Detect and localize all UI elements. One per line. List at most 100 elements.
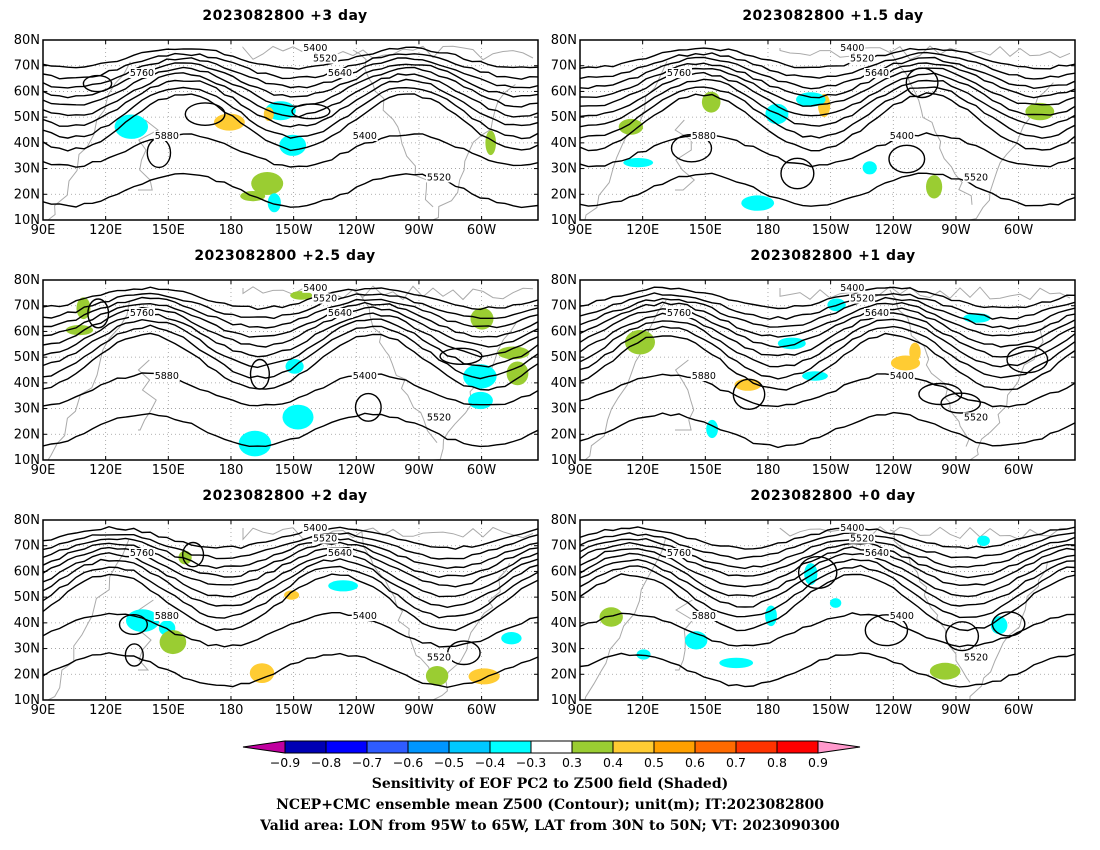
contour-label: 5520 [850, 534, 874, 545]
contour-label: 5400 [840, 283, 864, 294]
lon-tick-label: 90W [941, 223, 971, 238]
lat-tick-label: 30N [14, 162, 40, 177]
lat-tick-label: 10N [14, 453, 40, 468]
contour-label: 5520 [313, 54, 337, 65]
lon-tick-label: 120E [626, 223, 659, 238]
contour-label: 5400 [890, 371, 914, 382]
lat-tick-label: 60N [14, 564, 40, 579]
lat-tick-label: 10N [14, 213, 40, 228]
lon-tick-label: 90W [941, 703, 971, 718]
lat-tick-label: 40N [551, 616, 577, 631]
lat-tick-label: 40N [14, 136, 40, 151]
z500-contours [580, 526, 1075, 688]
lat-tick-label: 20N [551, 667, 577, 682]
colorbar-swatch [530, 740, 573, 754]
lon-tick-label: 90E [31, 223, 56, 238]
contour-label: 5760 [130, 548, 154, 559]
lat-tick-label: 70N [551, 59, 577, 74]
contour-label: 5400 [353, 131, 377, 142]
z500-contours [43, 286, 538, 448]
contour-label: 5400 [353, 371, 377, 382]
contour-label: 5400 [303, 43, 327, 54]
map-frame [579, 519, 1076, 701]
grid [43, 520, 538, 700]
colorbar-swatch [489, 740, 532, 754]
lat-tick-label: 20N [14, 427, 40, 442]
contour-label: 5520 [427, 172, 451, 183]
colorbar-label: 0.4 [603, 755, 623, 770]
lat-tick-label: 60N [551, 84, 577, 99]
lon-tick-label: 150W [812, 223, 850, 238]
lon-tick-label: 120E [89, 463, 122, 478]
lon-tick-label: 90W [404, 223, 434, 238]
panel-title: 2023082800 +2 day [202, 488, 368, 504]
contour-label: 5760 [130, 308, 154, 319]
lat-tick-label: 70N [14, 299, 40, 314]
colorbar-label: 0.3 [562, 755, 582, 770]
panel-title: 2023082800 +1.5 day [742, 8, 924, 24]
colorbar-swatch [694, 740, 737, 754]
lon-tick-label: 180 [756, 223, 781, 238]
panel-title: 2023082800 +1 day [750, 248, 916, 264]
contour-label: 5520 [427, 412, 451, 423]
contour-label: 5520 [313, 534, 337, 545]
colorbar-label: 0.5 [644, 755, 664, 770]
lat-tick-label: 20N [551, 427, 577, 442]
contour-label: 5400 [840, 43, 864, 54]
lon-tick-label: 120W [337, 463, 375, 478]
footer-line-2: NCEP+CMC ensemble mean Z500 (Contour); u… [276, 797, 824, 813]
panel-title: 2023082800 +2.5 day [194, 248, 376, 264]
lon-tick-label: 120W [874, 463, 912, 478]
contour-label: 5640 [328, 68, 352, 79]
lon-tick-label: 120W [874, 223, 912, 238]
lat-tick-label: 80N [14, 33, 40, 48]
z500-contours [580, 286, 1075, 449]
lon-tick-label: 60W [1004, 223, 1034, 238]
contour-label: 5880 [692, 611, 716, 622]
contour-label: 5400 [890, 611, 914, 622]
panel-title: 2023082800 +0 day [750, 488, 916, 504]
contour-label: 5520 [850, 54, 874, 65]
sensitivity-shading [618, 91, 1055, 211]
lon-tick-label: 120W [337, 703, 375, 718]
contour-label: 5880 [155, 371, 179, 382]
colorbar-label: −0.6 [393, 755, 423, 770]
lat-tick-label: 70N [551, 539, 577, 554]
lat-tick-label: 20N [551, 187, 577, 202]
contour-label: 5760 [667, 308, 691, 319]
lon-tick-label: 180 [756, 703, 781, 718]
lon-tick-label: 150W [812, 463, 850, 478]
lon-tick-label: 180 [219, 223, 244, 238]
contour-label: 5640 [328, 308, 352, 319]
lon-tick-label: 150W [275, 703, 313, 718]
colorbar-under-triangle [242, 740, 286, 754]
colorbar: −0.9 −0.8 −0.7 −0.6 −0.5 −0.4 −0.3 0.3 0.4 0.5 0.6… [242, 740, 861, 770]
lon-tick-label: 180 [219, 463, 244, 478]
lat-tick-label: 80N [14, 513, 40, 528]
footer-line-1: Sensitivity of EOF PC2 to Z500 field (Sh… [371, 776, 729, 792]
footer-line-3: Valid area: LON from 95W to 65W, LAT fro… [260, 818, 840, 834]
lon-tick-label: 150E [689, 703, 722, 718]
z500-contours [43, 46, 538, 209]
lon-tick-label: 150E [689, 463, 722, 478]
lat-tick-label: 40N [14, 616, 40, 631]
lon-tick-label: 90W [404, 463, 434, 478]
lon-tick-label: 150E [152, 223, 185, 238]
colorbar-label: 0.6 [685, 755, 705, 770]
lat-tick-label: 10N [551, 693, 577, 708]
colorbar-swatch [735, 740, 778, 754]
lat-tick-label: 70N [14, 539, 40, 554]
lon-tick-label: 120W [337, 223, 375, 238]
lon-tick-label: 90E [568, 703, 593, 718]
colorbar-swatch [653, 740, 696, 754]
lat-tick-label: 20N [14, 187, 40, 202]
lat-tick-label: 10N [551, 453, 577, 468]
contour-label: 5520 [964, 412, 988, 423]
contour-label: 5400 [303, 523, 327, 534]
